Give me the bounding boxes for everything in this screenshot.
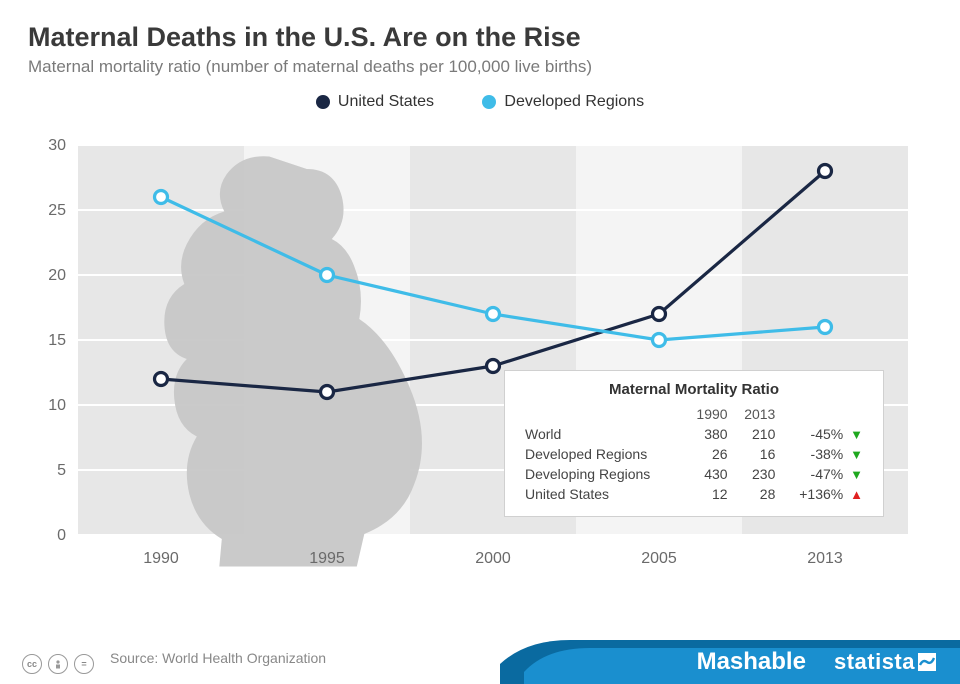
svg-text:1990: 1990 [143,550,179,567]
row-val-a: 380 [684,424,732,444]
svg-text:1995: 1995 [309,550,345,567]
table-row: Developing Regions430230-47% ▼ [521,464,867,484]
row-val-b: 210 [732,424,780,444]
row-pct: +136% ▲ [779,484,867,504]
table-row: World380210-45% ▼ [521,424,867,444]
table-row: Developed Regions2616-38% ▼ [521,444,867,464]
cc-badges: cc = [22,654,94,674]
legend-label-us: United States [338,93,434,111]
row-pct: -38% ▼ [779,444,867,464]
infographic-container: Maternal Deaths in the U.S. Are on the R… [0,0,960,684]
chart-area: 0 5 10 15 20 25 30 1990 1995 2000 2005 2013 Materna… [28,135,928,585]
row-val-b: 16 [732,444,780,464]
row-pct: -47% ▼ [779,464,867,484]
cc-icon: cc [22,654,42,674]
footer-ribbon: Mashable statista [500,628,960,684]
svg-text:5: 5 [57,462,66,479]
chart-legend: United States Developed Regions [0,93,960,114]
table-title: Maternal Mortality Ratio [521,381,867,398]
row-label: Developing Regions [521,464,684,484]
source-text: Source: World Health Organization [110,650,326,666]
legend-label-dev: Developed Regions [504,93,644,111]
svg-text:10: 10 [48,397,66,414]
svg-text:20: 20 [48,267,66,284]
arrow-up-icon: ▲ [850,487,863,502]
svg-text:2000: 2000 [475,550,511,567]
row-label: World [521,424,684,444]
legend-dot-dev [482,95,496,109]
svg-text:25: 25 [48,202,66,219]
svg-text:30: 30 [48,137,66,154]
ribbon-text: Mashable statista [530,640,960,684]
row-val-a: 12 [684,484,732,504]
row-val-a: 430 [684,464,732,484]
arrow-down-icon: ▼ [850,467,863,482]
brand-statista-text: statista [834,649,915,675]
row-val-b: 28 [732,484,780,504]
brand-statista: statista [834,649,936,675]
table-year-b: 2013 [732,404,780,424]
arrow-down-icon: ▼ [850,427,863,442]
legend-item-dev: Developed Regions [482,93,644,111]
table-body: 1990 2013 World380210-45% ▼Developed Reg… [521,404,867,504]
page-title: Maternal Deaths in the U.S. Are on the R… [28,22,932,53]
statista-icon [918,653,936,671]
cc-nd-icon: = [74,654,94,674]
svg-text:0: 0 [57,527,66,544]
table-header-row: 1990 2013 [521,404,867,424]
mortality-table: Maternal Mortality Ratio 1990 2013 World… [504,370,884,517]
arrow-down-icon: ▼ [850,447,863,462]
table-row: United States1228+136% ▲ [521,484,867,504]
legend-dot-us [316,95,330,109]
row-label: United States [521,484,684,504]
row-val-a: 26 [684,444,732,464]
svg-text:15: 15 [48,332,66,349]
svg-text:2005: 2005 [641,550,677,567]
page-subtitle: Maternal mortality ratio (number of mate… [28,57,932,77]
row-val-b: 230 [732,464,780,484]
line-chart: 0 5 10 15 20 25 30 1990 1995 2000 2005 2013 [28,135,928,585]
table-year-a: 1990 [684,404,732,424]
legend-item-us: United States [316,93,434,111]
footer: cc = Source: World Health Organization M… [0,628,960,684]
header: Maternal Deaths in the U.S. Are on the R… [0,0,960,83]
svg-text:2013: 2013 [807,550,843,567]
cc-by-icon [48,654,68,674]
row-pct: -45% ▼ [779,424,867,444]
brand-mashable: Mashable [697,648,806,676]
row-label: Developed Regions [521,444,684,464]
